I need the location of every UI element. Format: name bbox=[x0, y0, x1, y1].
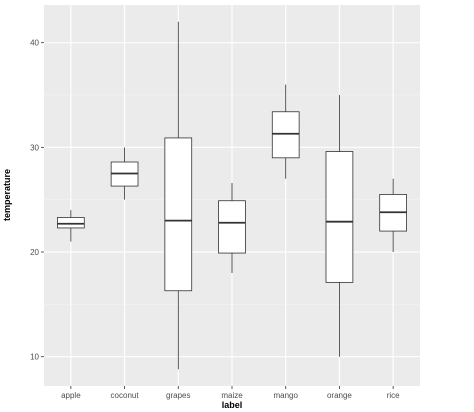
box-grapes bbox=[164, 21, 193, 370]
box-iqr bbox=[325, 151, 354, 283]
y-tick-label: 10 bbox=[30, 353, 39, 362]
x-tick-label: grapes bbox=[166, 391, 190, 400]
x-tick-label: apple bbox=[61, 391, 81, 400]
box-iqr bbox=[164, 137, 193, 292]
box-apple bbox=[57, 210, 85, 242]
box-rice bbox=[379, 178, 407, 253]
y-tick-label: 40 bbox=[30, 39, 39, 48]
y-tick-label: 30 bbox=[30, 143, 39, 152]
box-maize bbox=[218, 182, 246, 273]
x-tick-label: orange bbox=[327, 391, 352, 400]
box-iqr bbox=[218, 200, 246, 254]
x-tick-label: rice bbox=[387, 391, 400, 400]
box-iqr bbox=[271, 111, 300, 159]
box-mango bbox=[271, 84, 300, 179]
box-orange bbox=[325, 95, 354, 357]
box-coconut bbox=[110, 147, 139, 200]
boxes bbox=[57, 21, 407, 370]
x-tick-label: mango bbox=[273, 391, 298, 400]
box-iqr bbox=[57, 217, 85, 229]
x-tick-label: coconut bbox=[111, 391, 140, 400]
y-axis-title: temperature bbox=[2, 169, 12, 221]
x-axis: apple coconut grapes maize mango orange rice bbox=[61, 386, 400, 400]
x-tick-label: maize bbox=[221, 391, 243, 400]
y-axis: 10 20 30 40 bbox=[30, 39, 44, 362]
x-axis-title: label bbox=[222, 400, 243, 410]
y-tick-label: 20 bbox=[30, 248, 39, 257]
